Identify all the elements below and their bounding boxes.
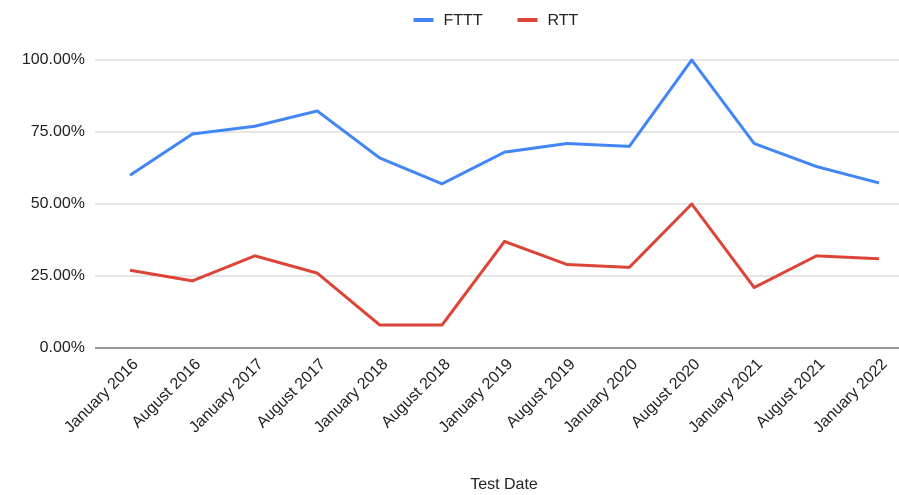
x-axis-title: Test Date <box>470 476 538 493</box>
y-tick-label: 75.00% <box>31 123 85 140</box>
series-line <box>129 58 880 186</box>
y-tick-label: 0.00% <box>40 339 85 356</box>
legend-label: FTTT <box>444 12 483 29</box>
y-tick-label: 25.00% <box>31 267 85 284</box>
y-tick-label: 100.00% <box>22 51 85 68</box>
series-line <box>129 202 880 327</box>
y-tick-label: 50.00% <box>31 195 85 212</box>
x-tick-label: January 2016 <box>61 356 142 437</box>
legend-label: RTT <box>548 12 579 29</box>
